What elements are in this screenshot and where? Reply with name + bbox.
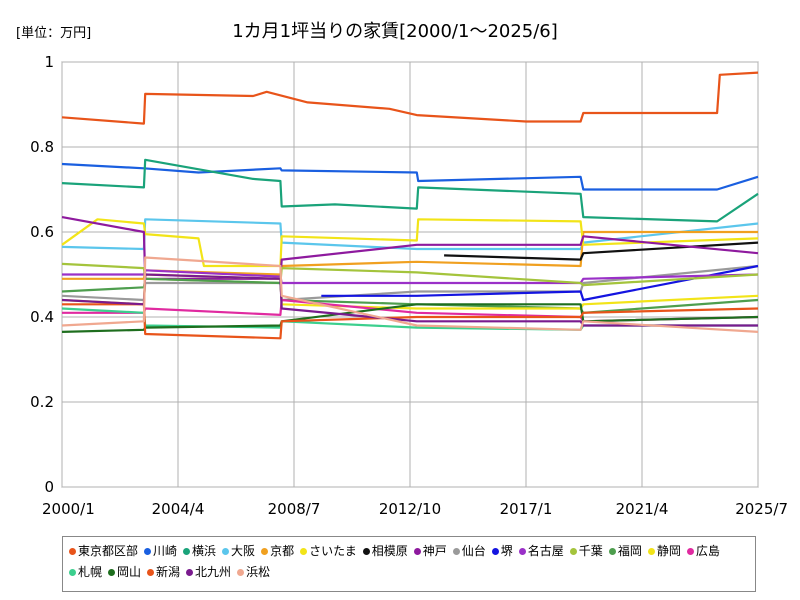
legend-label: 名古屋 [527, 544, 564, 558]
legend-label: 札幌 [78, 565, 103, 579]
legend-marker [686, 548, 694, 555]
legend-label: 新潟 [156, 565, 181, 579]
legend-marker [69, 548, 76, 555]
legend-item: 横浜 [183, 541, 216, 562]
legend-item: 名古屋 [518, 541, 564, 562]
legend-marker [108, 569, 116, 576]
legend-marker [183, 548, 191, 555]
legend-item: 静岡 [647, 541, 681, 562]
legend-marker [147, 569, 155, 576]
legend-label: 岡山 [117, 565, 142, 579]
legend-item: 広島 [686, 541, 720, 562]
legend-item: 神戸 [413, 541, 447, 562]
legend-marker [300, 548, 308, 555]
legend-marker [186, 569, 194, 576]
legend-label: 静岡 [656, 544, 681, 558]
series-line [61, 162, 759, 191]
legend-item: 京都 [261, 541, 294, 562]
legend-marker [362, 548, 370, 555]
legend-marker [647, 548, 655, 555]
legend-label: さいたま [309, 544, 357, 558]
legend-marker [491, 548, 499, 555]
legend-label: 相模原 [371, 544, 408, 558]
legend-label: 浜松 [246, 565, 271, 579]
legend-item: 新潟 [147, 562, 180, 583]
legend-label: 京都 [270, 544, 295, 558]
legend-item: 札幌 [69, 562, 102, 583]
legend-item: 仙台 [452, 541, 486, 562]
legend-item: 岡山 [108, 562, 141, 583]
series-lines [61, 71, 759, 340]
x-tick-label: 2025/7 [735, 500, 788, 518]
legend-label: 広島 [695, 544, 720, 558]
legend-label: 福岡 [617, 544, 642, 558]
legend-marker [569, 548, 577, 555]
legend-label: 堺 [500, 544, 513, 558]
legend-marker [261, 548, 269, 555]
legend-item: さいたま [300, 541, 357, 562]
legend-marker [69, 569, 76, 576]
legend-label: 東京都区部 [78, 544, 139, 558]
y-tick-label: 0.6 [30, 223, 54, 241]
y-axis-ticks: 0 0.2 0.4 0.6 0.8 1 [30, 53, 54, 496]
legend-marker [413, 548, 421, 555]
legend-marker [452, 548, 460, 555]
legend-marker [222, 548, 230, 555]
x-tick-label: 2004/4 [152, 500, 205, 518]
y-tick-label: 1 [44, 53, 54, 71]
legend-item: 浜松 [237, 562, 270, 583]
legend-marker [518, 548, 526, 555]
y-tick-label: 0.2 [30, 393, 54, 411]
legend-item: 東京都区部 [69, 541, 138, 562]
series-line [321, 264, 759, 302]
series-line [61, 256, 759, 333]
legend-item: 福岡 [608, 541, 642, 562]
grid-lines [61, 61, 759, 488]
series-line [444, 241, 759, 261]
y-tick-label: 0.8 [30, 138, 54, 156]
legend-marker [144, 548, 152, 555]
y-tick-label: 0.4 [30, 308, 54, 326]
legend-marker [237, 569, 245, 576]
chart-title: 1カ月1坪当りの家賃[2000/1～2025/6] [232, 21, 558, 42]
series-line [61, 158, 759, 223]
legend-item: 千葉 [569, 541, 603, 562]
chart-legend: 東京都区部 川崎 横浜 大阪 京都 さいたま 相模原 神戸 仙台堺名古屋 千葉 福岡 静岡 広島札幌 岡山… [62, 536, 756, 592]
series-line [61, 71, 759, 125]
legend-item: 北九州 [186, 562, 231, 583]
x-tick-label: 2017/1 [500, 500, 553, 518]
legend-item: 堺 [491, 541, 513, 562]
legend-marker [608, 548, 616, 555]
legend-label: 川崎 [153, 544, 178, 558]
legend-item: 相模原 [362, 541, 408, 562]
legend-label: 横浜 [192, 544, 217, 558]
x-axis-ticks: 2000/1 2004/4 2008/7 2012/10 2017/1 2021/4 202… [42, 500, 788, 518]
legend-item: 大阪 [222, 541, 255, 562]
series-line [61, 216, 759, 280]
x-tick-label: 2008/7 [268, 500, 321, 518]
legend-label: 神戸 [422, 544, 447, 558]
legend-label: 北九州 [195, 565, 232, 579]
x-tick-label: 2021/4 [616, 500, 669, 518]
unit-label: [単位：万円] [16, 25, 91, 41]
x-tick-label: 2012/10 [379, 500, 441, 518]
x-tick-label: 2000/1 [42, 500, 95, 518]
legend-label: 仙台 [461, 544, 486, 558]
legend-item: 川崎 [144, 541, 177, 562]
y-tick-label: 0 [44, 478, 54, 496]
legend-label: 千葉 [578, 544, 603, 558]
legend-label: 大阪 [231, 544, 256, 558]
